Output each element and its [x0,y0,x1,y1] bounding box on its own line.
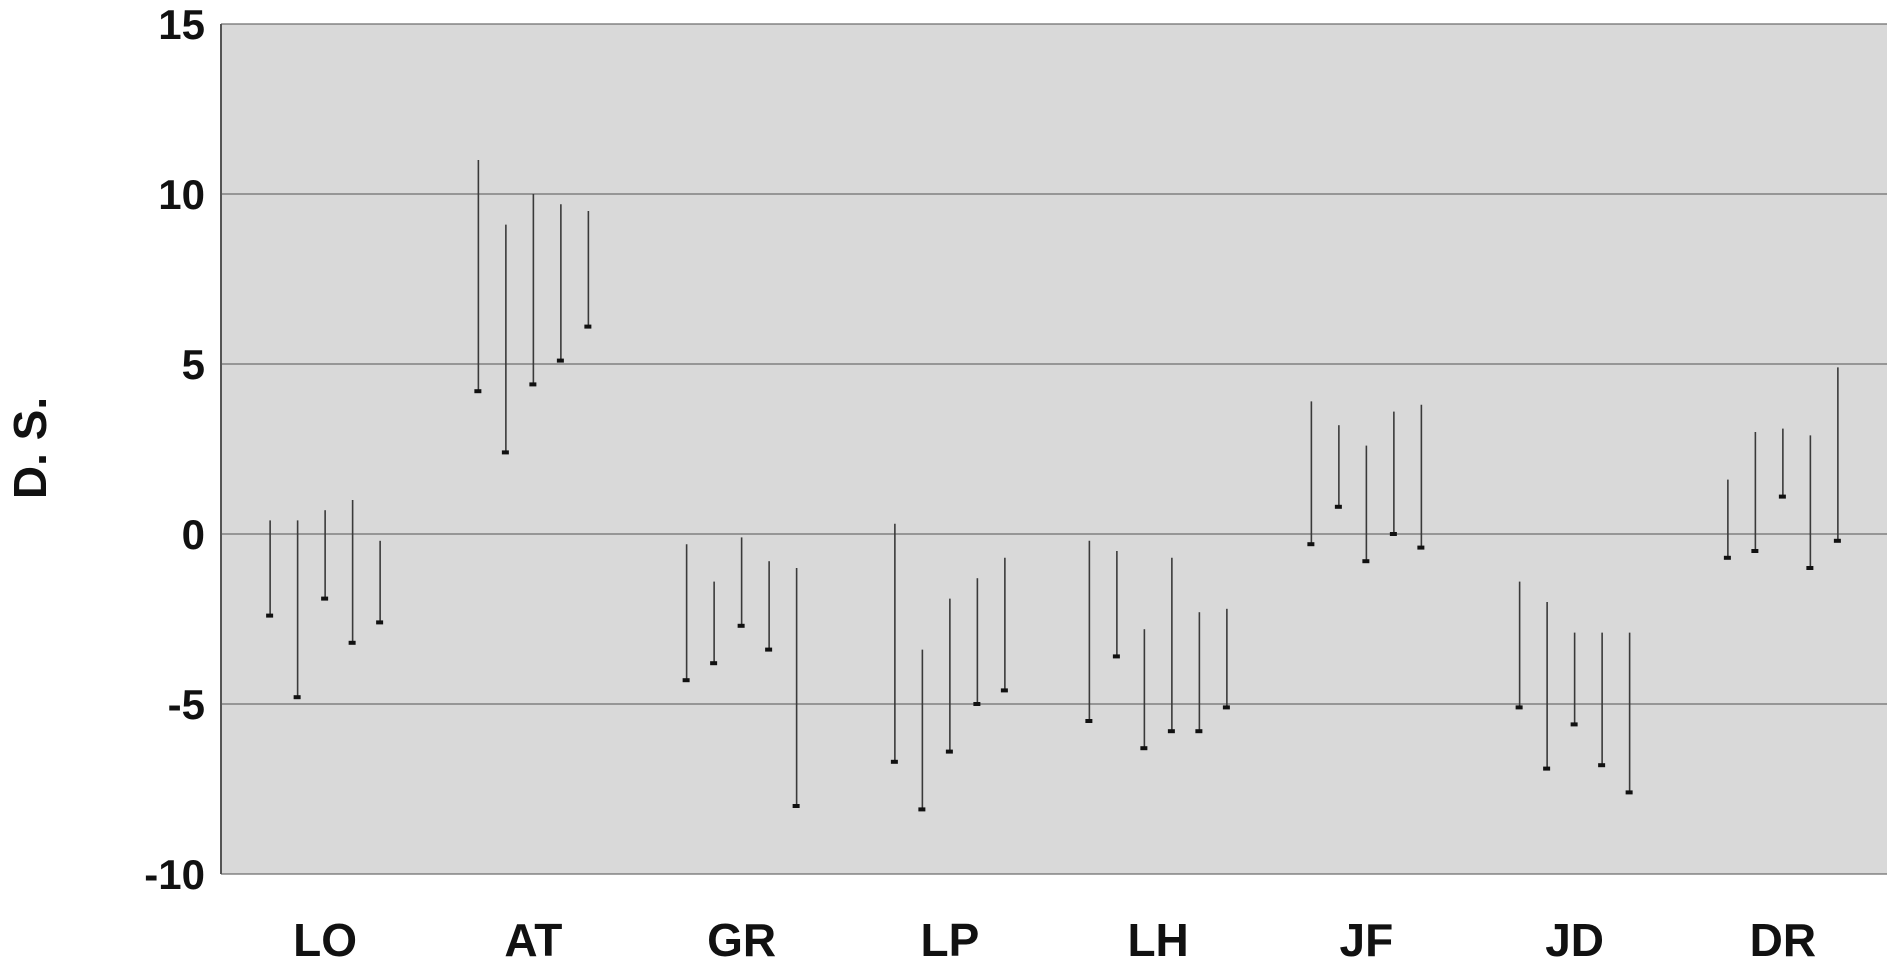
y-tick-labels: 15 10 5 0 -5 -10 [144,1,205,898]
range-bottom-marker [1112,654,1120,659]
range-bottom-marker [1362,559,1370,564]
range-bottom-marker [890,759,898,764]
range-group [1723,367,1841,570]
y-tick-label: 15 [158,1,205,48]
grid-lines [221,23,1887,875]
range-bottom-marker [266,613,274,618]
range-bottom-marker [474,389,482,394]
y-axis-title: D. S. [4,397,56,499]
range-bottom-marker [1625,790,1633,795]
range-bottom-marker [1751,549,1759,553]
range-bottom-marker [1570,722,1578,727]
range-bottom-marker [1167,729,1175,734]
range-bottom-marker [1417,545,1425,550]
y-tick-label: -10 [144,851,205,898]
x-category-label: LH [1127,914,1188,966]
x-category-label: JF [1340,914,1394,966]
range-bottom-marker [1806,566,1814,570]
range-group [266,500,384,700]
y-tick-label: 10 [158,171,205,218]
x-category-label: JD [1545,914,1604,966]
range-bottom-marker [1833,538,1841,543]
range-bottom-marker [682,678,690,683]
range-bottom-marker [710,661,718,666]
range-bottom-marker [1307,542,1315,547]
range-group [1307,401,1425,564]
range-bottom-marker [1000,688,1008,693]
range-bottom-marker [1222,705,1230,710]
range-bottom-marker [765,647,773,652]
range-bottom-marker [501,450,509,455]
range-bottom-marker [348,640,356,645]
range-bottom-marker [945,749,953,754]
y-tick-label: 5 [182,341,205,388]
range-bottom-marker [1334,504,1342,509]
x-category-label: GR [707,914,776,966]
x-category-label: LP [920,914,979,966]
range-bottom-marker [737,623,745,628]
range-series [266,160,1841,812]
range-group [890,523,1008,812]
x-category-label: DR [1750,914,1816,966]
x-category-label: AT [504,914,562,966]
range-bottom-marker [1140,746,1148,751]
range-group [1515,581,1633,795]
range-bottom-marker [1389,532,1397,536]
range-bottom-marker [1778,494,1786,499]
range-bottom-marker [1543,766,1551,771]
range-bottom-marker [792,804,800,808]
range-bottom-marker [1195,729,1203,734]
x-category-labels: LO AT GR LP LH JF JD DR [293,914,1816,966]
range-bottom-marker [321,596,329,601]
range-group [682,537,800,808]
range-bottom-marker [584,324,592,329]
range-bottom-marker [376,620,384,625]
range-group [474,160,592,455]
range-group [1085,540,1230,751]
range-bottom-marker [918,807,926,812]
range-bottom-marker [973,702,981,706]
x-category-label: LO [293,914,357,966]
range-bottom-marker [1723,555,1731,560]
range-bottom-marker [1598,763,1606,768]
range-bottom-marker [529,382,537,387]
y-tick-label: -5 [168,681,205,728]
range-bottom-marker [1085,719,1093,723]
y-tick-label: 0 [182,511,205,558]
range-bottom-marker [1515,705,1523,710]
plot-area [221,24,1887,874]
range-bottom-marker [556,358,564,363]
range-bottom-marker [293,695,301,700]
